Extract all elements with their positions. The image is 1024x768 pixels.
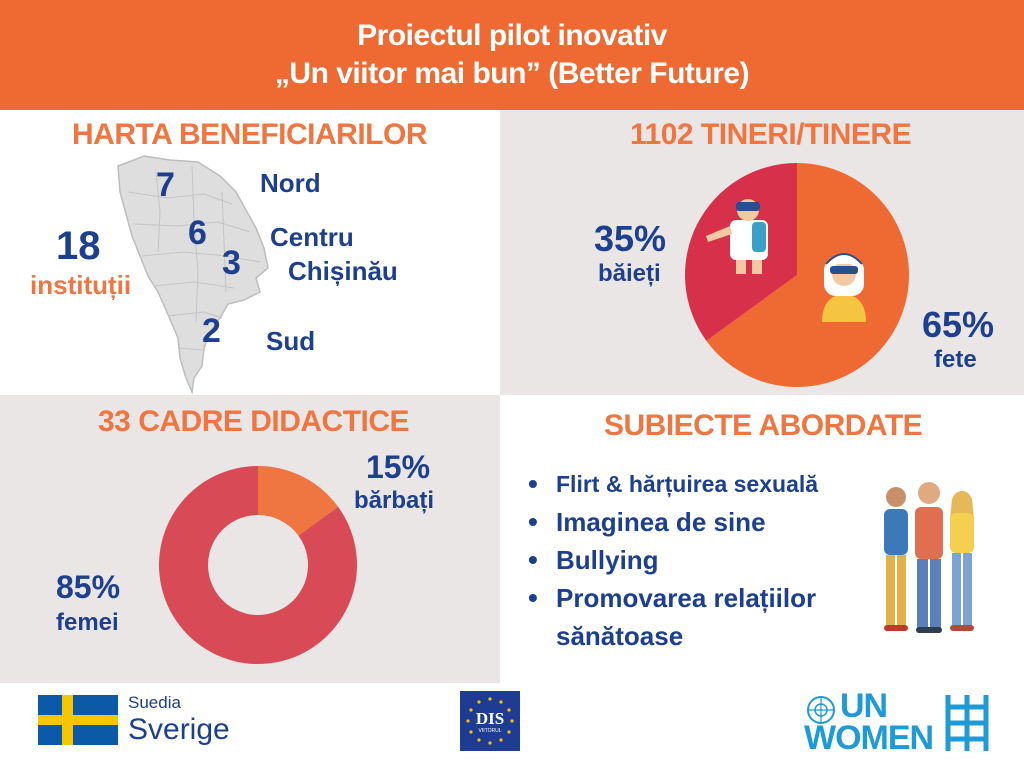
sweden-label-line2: Sverige: [128, 713, 230, 746]
institutions-total-label: instituții: [30, 270, 132, 300]
un-emblem-icon: [807, 696, 835, 724]
men-percentage: 15%: [366, 449, 431, 485]
region-chisinau-name: Chișinău: [288, 256, 398, 286]
eu-stars-icon: [466, 697, 514, 745]
group-of-youth-illustration: [884, 482, 974, 633]
boy-student-icon: [706, 199, 768, 274]
list-item: Flirt & hărțuirea sexuală: [522, 465, 856, 503]
girls-label: fete: [934, 346, 977, 373]
header-title-line2: „Un viitor mai bun” (Better Future): [274, 57, 750, 90]
youth-panel-title: 1102 TINERI/TINERE: [630, 118, 912, 151]
institutions-total-number: 18: [56, 224, 101, 268]
sweden-flag-icon: [38, 695, 118, 745]
topics-panel-title: SUBIECTE ABORDATE: [604, 409, 923, 442]
list-item-text: Promovarea relațiilor sănătoase: [556, 583, 817, 651]
topics-list: Flirt & hărțuirea sexuală Imaginea de si…: [522, 465, 856, 655]
pie-slice-fete: [706, 163, 909, 387]
unwomen-equality-icon: [945, 695, 989, 751]
moldova-map-icon: [117, 155, 269, 395]
dis-logo-subtext: VIITORUL: [478, 728, 502, 734]
dis-logo-text: DIS: [475, 709, 505, 728]
youth-panel: 1102 TINERI/TINERE 35% băieți 65% fete: [500, 110, 1024, 395]
beneficiaries-map-panel: HARTA BENEFICIARILOR 7 Nord 6 Centru 3 C…: [0, 110, 500, 395]
map-panel-title: HARTA BENEFICIARILOR: [72, 118, 427, 151]
girl-student-icon: [822, 253, 866, 322]
header-title-line1: Proiectul pilot inovativ: [357, 19, 667, 52]
pie-slice-bărbați: [258, 466, 339, 536]
teachers-donut-chart: [158, 466, 357, 664]
list-item: Imaginea de sine: [522, 503, 856, 541]
region-nord-count: 7: [156, 166, 175, 204]
footer-logos: Suedia Sverige DIS VIITORUL UN WOMEN: [0, 683, 1024, 768]
unwomen-logo-line1: UN: [840, 687, 888, 725]
list-item: Promovarea relațiilor sănătoase: [522, 579, 856, 655]
region-sud-name: Sud: [266, 326, 316, 356]
region-centru-name: Centru: [270, 222, 354, 252]
sweden-label-line1: Suedia: [128, 693, 181, 712]
teachers-panel: 33 CADRE DIDACTICE 15% bărbați 85% femei: [0, 395, 500, 683]
region-chisinau-count: 3: [222, 244, 241, 282]
women-label: femei: [56, 609, 119, 636]
boys-label: băieți: [598, 260, 661, 287]
pie-slice-femei: [158, 466, 357, 664]
girls-percentage: 65%: [922, 304, 995, 345]
dis-viitorul-logo: DIS VIITORUL: [460, 691, 520, 751]
header-banner: Proiectul pilot inovativ „Un viitor mai …: [0, 0, 1024, 110]
men-label: bărbați: [354, 487, 435, 514]
topics-panel: SUBIECTE ABORDATE Flirt & hărțuirea sexu…: [500, 395, 1024, 683]
women-percentage: 85%: [56, 569, 121, 605]
region-centru-count: 6: [188, 214, 207, 252]
unwomen-logo-line2: WOMEN: [804, 719, 934, 757]
region-sud-count: 2: [202, 312, 221, 350]
region-nord-name: Nord: [260, 168, 321, 198]
boys-percentage: 35%: [594, 218, 667, 259]
list-item: Bullying: [522, 541, 856, 579]
teachers-panel-title: 33 CADRE DIDACTICE: [98, 405, 410, 438]
